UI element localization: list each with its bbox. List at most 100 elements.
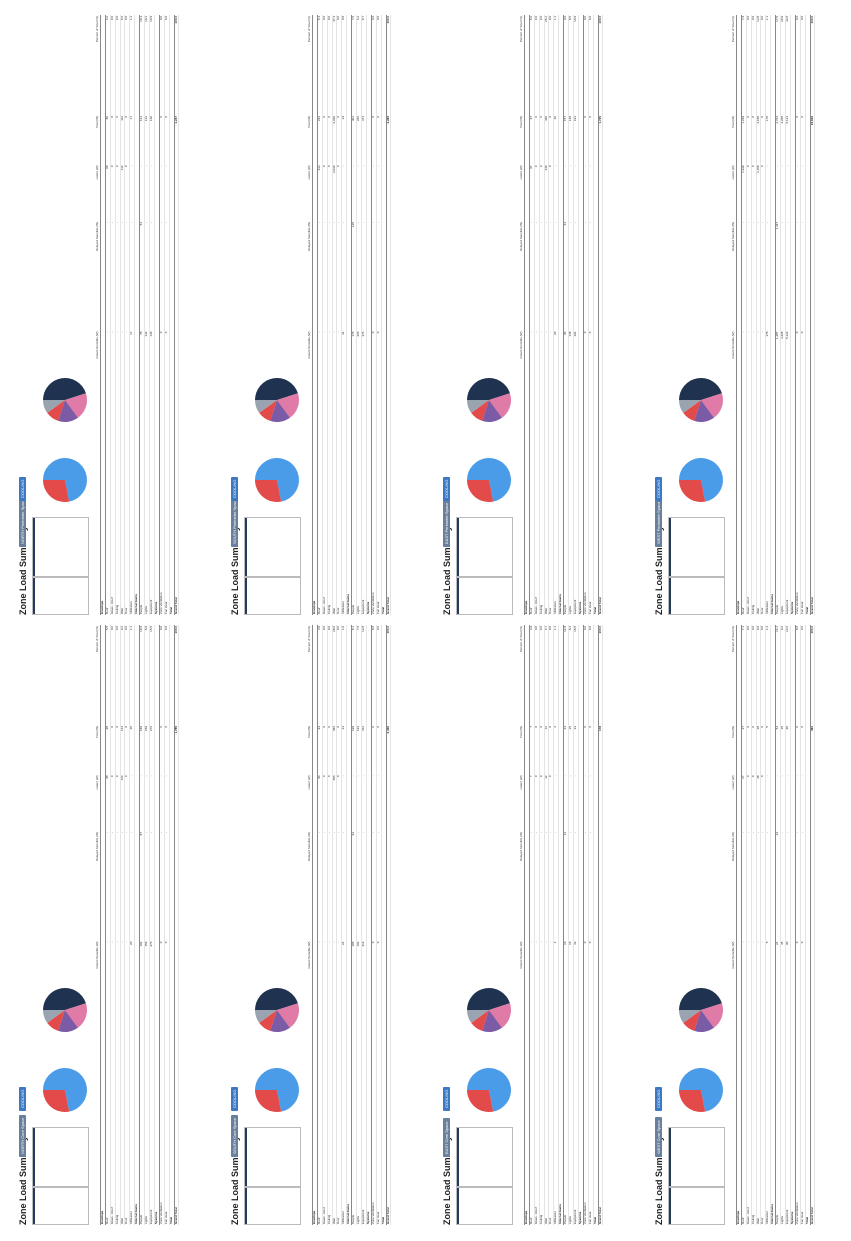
- table-cell: [174, 220, 179, 331]
- space-tag: SOUTH Core Space: [231, 1114, 238, 1157]
- pie-slice: [259, 1010, 277, 1031]
- table-cell: 4,283: [386, 114, 391, 165]
- engineering-checks-box: [32, 1127, 89, 1187]
- report-page: Zone Load Summary NORTH Core Space COOLING…: [10, 615, 223, 1235]
- pie-chart: [43, 378, 87, 422]
- pie-chart: [467, 378, 511, 422]
- table-row: Grand Total 178 100.0: [598, 625, 603, 1225]
- pie-slice: [489, 1003, 511, 1028]
- table-row: Grand Total 15,649 100.0: [810, 15, 815, 615]
- table-cell: [598, 774, 603, 831]
- pie-slice: [471, 1010, 489, 1031]
- table-cell: 100.0: [174, 625, 179, 725]
- pie-chart: [467, 988, 511, 1032]
- space-tag: SOUTH Perimeter Space: [231, 496, 238, 547]
- conditions-box: [32, 577, 89, 615]
- table-cell: Grand Total: [174, 433, 179, 615]
- table-cell: [386, 220, 391, 331]
- report-page: Zone Load Summary WEST Core Space COOLING I…: [646, 615, 851, 1235]
- table-cell: [598, 940, 603, 1043]
- table-cell: [810, 940, 815, 1043]
- pie-slice: [679, 988, 722, 1010]
- table-cell: [810, 330, 815, 433]
- pie-slice: [471, 400, 489, 421]
- table-cell: [386, 830, 391, 941]
- pie-chart: [43, 458, 87, 502]
- pie-slice: [43, 400, 65, 413]
- pie-slice: [467, 378, 510, 400]
- engineering-checks-box: [668, 517, 725, 577]
- conditions-box: [32, 1187, 89, 1225]
- pie-chart: [43, 988, 87, 1032]
- table-cell: 100.0: [598, 15, 603, 115]
- pie-slice: [694, 1010, 714, 1032]
- table-cell: [386, 774, 391, 831]
- pie-slice: [255, 480, 282, 502]
- pie-slice: [270, 400, 290, 422]
- load-table: Instant Sensible (W) Delayed Sensible (W)…: [95, 625, 179, 1225]
- load-table: Instant Sensible (W) Delayed Sensible (W)…: [519, 625, 603, 1225]
- pie-slice: [43, 988, 86, 1010]
- pie-chart: [679, 458, 723, 502]
- table-cell: [598, 330, 603, 433]
- conditions-box: [456, 577, 513, 615]
- table-cell: [386, 940, 391, 1043]
- mode-tag: COOLING: [231, 1086, 238, 1111]
- pie-slice: [679, 458, 723, 502]
- engineering-checks-box: [32, 517, 89, 577]
- table-cell: [810, 774, 815, 831]
- table-cell: [174, 164, 179, 221]
- mode-tag: COOLING: [655, 476, 662, 501]
- table-cell: 100.0: [174, 15, 179, 115]
- pie-slice: [255, 988, 298, 1010]
- pie-slice: [259, 400, 277, 421]
- report-page: Zone Load Summary NORTH Perimeter Space CO…: [10, 5, 223, 625]
- engineering-checks-box: [244, 1127, 301, 1187]
- pie-slice: [270, 1010, 290, 1032]
- pie-slice: [679, 1068, 723, 1112]
- table-cell: Grand Total: [174, 1043, 179, 1225]
- table-cell: [810, 220, 815, 331]
- table-cell: [174, 830, 179, 941]
- pie-slice: [65, 1003, 87, 1028]
- pie-slice: [467, 988, 510, 1010]
- table-cell: 100.0: [598, 625, 603, 725]
- table-cell: Grand Total: [598, 433, 603, 615]
- table-row: Grand Total 2,446 100.0: [386, 625, 391, 1225]
- report-page: Zone Load Summary EAST Perimeter Space COO…: [434, 5, 647, 625]
- conditions-box: [244, 1187, 301, 1225]
- pie-slice: [701, 393, 723, 418]
- table-cell: 1,745: [598, 114, 603, 165]
- pie-slice: [701, 1003, 723, 1028]
- pie-slice: [679, 1090, 706, 1112]
- table-cell: Grand Total: [386, 1043, 391, 1225]
- pie-slice: [43, 1010, 65, 1023]
- conditions-box: [244, 577, 301, 615]
- mode-tag: COOLING: [19, 1086, 26, 1111]
- conditions-box: [456, 1187, 513, 1225]
- table-row: Grand Total 1,745 100.0: [598, 15, 603, 615]
- pie-slice: [679, 400, 701, 413]
- load-table: Instant Sensible (W) Delayed Sensible (W)…: [731, 15, 815, 615]
- pie-slice: [255, 378, 298, 400]
- pie-slice: [43, 458, 87, 502]
- table-cell: Grand Total: [386, 433, 391, 615]
- pie-slice: [489, 393, 511, 418]
- table-row: Grand Total 1,785 100.0: [174, 625, 179, 1225]
- pie-slice: [679, 480, 706, 502]
- pie-chart: [255, 378, 299, 422]
- table-cell: 100.0: [810, 625, 815, 725]
- pie-chart: [679, 1068, 723, 1112]
- pie-slice: [58, 400, 78, 422]
- table-cell: 1,237: [174, 114, 179, 165]
- conditions-box: [668, 1187, 725, 1225]
- table-cell: [598, 830, 603, 941]
- pie-slice: [679, 378, 722, 400]
- pie-slice: [43, 1090, 70, 1112]
- engineering-checks-box: [456, 517, 513, 577]
- table-cell: [386, 330, 391, 433]
- table-cell: [174, 774, 179, 831]
- report-page: Zone Load Summary SOUTH Core Space COOLING…: [222, 615, 435, 1235]
- pie-slice: [277, 393, 299, 418]
